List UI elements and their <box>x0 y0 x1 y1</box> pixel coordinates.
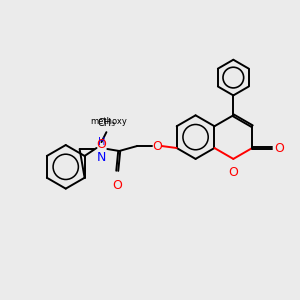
Text: H: H <box>98 137 105 147</box>
Text: CH₃: CH₃ <box>97 118 116 128</box>
Text: O: O <box>97 138 106 151</box>
Text: O: O <box>274 142 284 154</box>
Text: N: N <box>97 151 106 164</box>
Text: O: O <box>152 140 162 152</box>
Text: methoxy: methoxy <box>90 117 127 126</box>
Text: O: O <box>228 166 238 179</box>
Text: O: O <box>112 179 122 192</box>
